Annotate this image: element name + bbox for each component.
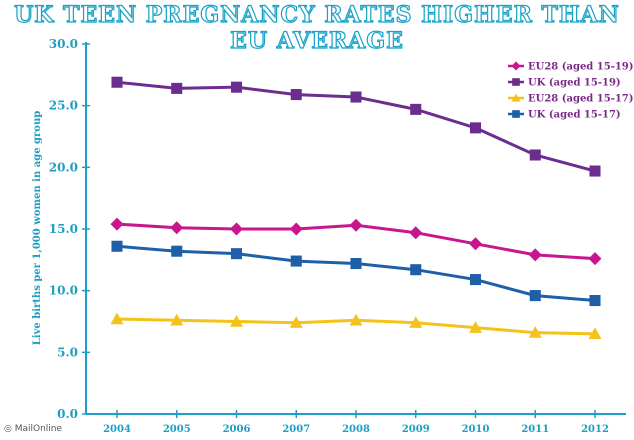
data-point	[528, 326, 542, 338]
data-point	[529, 149, 541, 161]
axes: 0.0 5.0 10.0 15.0 20.0 25.0 30.0 2004 2005 2006 20…	[49, 37, 626, 435]
x-tick-label: 2011	[521, 424, 549, 435]
credit-label: ◎ MailOnline	[4, 424, 63, 434]
data-point	[110, 312, 124, 325]
y-tick-label: 15.0	[49, 222, 78, 236]
legend-swatch-marker	[512, 110, 520, 118]
y-tick-label: 20.0	[49, 160, 78, 174]
y-tick-label: 30.0	[49, 37, 78, 51]
data-point	[289, 316, 303, 328]
data-point	[230, 222, 243, 236]
y-axis-label: Live births per 1,000 women in age group	[32, 111, 43, 345]
data-point	[469, 237, 482, 251]
data-point	[171, 245, 183, 257]
data-point	[289, 222, 303, 236]
series-1	[111, 76, 601, 177]
legend-label: UK (aged 15-19)	[528, 78, 621, 89]
legend-swatch-marker	[511, 93, 521, 102]
data-point	[350, 258, 362, 270]
data-point	[409, 316, 423, 328]
y-tick-label: 0.0	[57, 407, 78, 421]
data-point	[528, 248, 542, 262]
data-point	[349, 218, 363, 232]
data-point	[230, 315, 243, 327]
x-tick-label: 2007	[282, 424, 310, 435]
data-point	[349, 313, 363, 326]
data-point	[170, 313, 184, 326]
series-layer	[110, 76, 602, 340]
series-2	[110, 312, 602, 340]
data-point	[290, 89, 302, 101]
legend-swatch-marker	[512, 78, 520, 86]
x-tick-label: 2005	[163, 424, 191, 435]
x-tick-label: 2006	[223, 424, 251, 435]
data-point	[469, 274, 482, 286]
data-point	[111, 76, 123, 88]
data-point	[171, 82, 183, 94]
data-point	[529, 290, 541, 302]
x-tick-label: 2012	[581, 424, 609, 435]
x-tick-label: 2008	[342, 424, 370, 435]
x-tick-label: 2009	[402, 424, 430, 435]
legend-item: UK (aged 15-19)	[508, 78, 621, 89]
series-3	[111, 240, 601, 307]
series-line	[116, 244, 596, 303]
data-point	[410, 103, 422, 115]
chart-title: UK TEEN PREGNANCY RATES HIGHER THAN EU A…	[14, 1, 620, 54]
x-tick-label: 2010	[462, 424, 490, 435]
data-point	[588, 252, 602, 266]
data-point	[230, 81, 243, 93]
y-tick-label: 25.0	[49, 99, 78, 113]
legend-label: EU28 (aged 15-19)	[528, 62, 634, 73]
series-0	[110, 217, 602, 266]
data-point	[290, 255, 302, 267]
legend-item: UK (aged 15-17)	[508, 110, 621, 121]
data-point	[110, 217, 124, 231]
data-point	[111, 240, 123, 252]
x-tick-label: 2004	[103, 424, 131, 435]
data-point	[589, 165, 601, 177]
legend: EU28 (aged 15-19) UK (aged 15-19) EU28 (ag…	[508, 61, 634, 121]
data-point	[469, 321, 482, 333]
legend-label: EU28 (aged 15-17)	[528, 94, 634, 105]
legend-item: EU28 (aged 15-17)	[508, 93, 634, 105]
legend-item: EU28 (aged 15-19)	[508, 61, 634, 73]
data-point	[409, 226, 423, 240]
y-tick-label: 5.0	[57, 345, 78, 359]
data-point	[588, 327, 602, 340]
y-tick-label: 10.0	[49, 284, 78, 298]
data-point	[589, 295, 601, 307]
legend-swatch-marker	[511, 61, 521, 71]
data-point	[350, 91, 362, 103]
data-point	[410, 264, 422, 276]
data-point	[170, 221, 184, 235]
legend-label: UK (aged 15-17)	[528, 110, 621, 121]
data-point	[469, 122, 482, 134]
data-point	[230, 248, 243, 260]
